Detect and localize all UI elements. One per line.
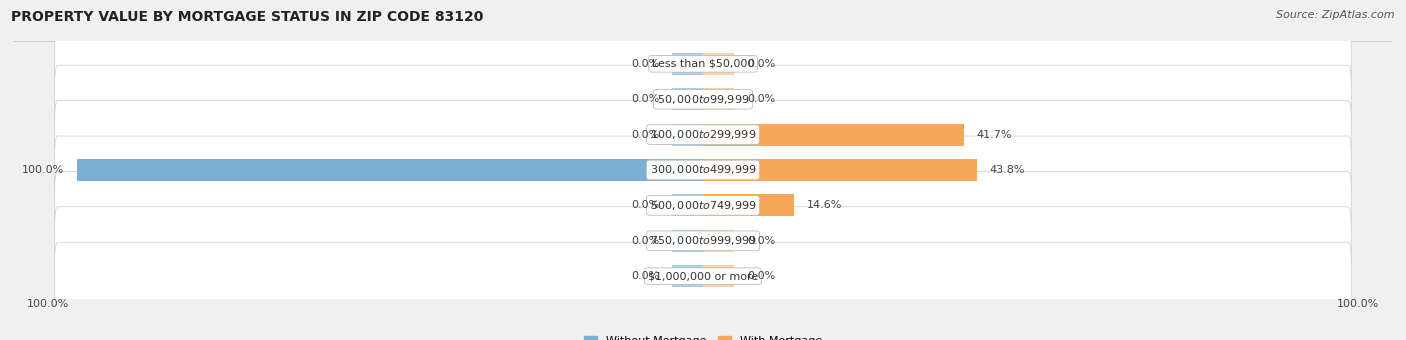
- Legend: Without Mortgage, With Mortgage: Without Mortgage, With Mortgage: [579, 331, 827, 340]
- Text: Source: ZipAtlas.com: Source: ZipAtlas.com: [1277, 10, 1395, 20]
- Text: 0.0%: 0.0%: [631, 271, 659, 281]
- FancyBboxPatch shape: [55, 136, 1351, 204]
- Text: 43.8%: 43.8%: [990, 165, 1025, 175]
- Bar: [703, 230, 734, 252]
- FancyBboxPatch shape: [55, 171, 1351, 239]
- FancyBboxPatch shape: [55, 65, 1351, 133]
- Bar: [77, 159, 703, 181]
- Bar: [672, 265, 703, 287]
- Text: 100.0%: 100.0%: [1337, 299, 1379, 309]
- Text: $750,000 to $999,999: $750,000 to $999,999: [650, 234, 756, 247]
- Text: $500,000 to $749,999: $500,000 to $749,999: [650, 199, 756, 212]
- Text: $1,000,000 or more: $1,000,000 or more: [648, 271, 758, 281]
- Text: Less than $50,000: Less than $50,000: [652, 59, 754, 69]
- Text: 0.0%: 0.0%: [631, 130, 659, 140]
- FancyBboxPatch shape: [55, 101, 1351, 169]
- Bar: [703, 53, 734, 75]
- Text: 41.7%: 41.7%: [977, 130, 1012, 140]
- Text: 0.0%: 0.0%: [631, 94, 659, 104]
- Text: 0.0%: 0.0%: [631, 236, 659, 246]
- Bar: [703, 88, 734, 110]
- Bar: [672, 53, 703, 75]
- Bar: [672, 88, 703, 110]
- Text: $100,000 to $299,999: $100,000 to $299,999: [650, 128, 756, 141]
- Bar: [672, 230, 703, 252]
- Bar: [703, 124, 965, 146]
- FancyBboxPatch shape: [55, 242, 1351, 310]
- Bar: [672, 194, 703, 216]
- Text: 100.0%: 100.0%: [22, 165, 65, 175]
- Bar: [672, 124, 703, 146]
- Bar: [703, 159, 977, 181]
- Bar: [703, 194, 794, 216]
- Text: PROPERTY VALUE BY MORTGAGE STATUS IN ZIP CODE 83120: PROPERTY VALUE BY MORTGAGE STATUS IN ZIP…: [11, 10, 484, 24]
- Text: 0.0%: 0.0%: [631, 59, 659, 69]
- FancyBboxPatch shape: [55, 207, 1351, 275]
- Text: 100.0%: 100.0%: [27, 299, 69, 309]
- Text: $50,000 to $99,999: $50,000 to $99,999: [657, 93, 749, 106]
- Text: 0.0%: 0.0%: [747, 271, 775, 281]
- Text: $300,000 to $499,999: $300,000 to $499,999: [650, 164, 756, 176]
- Text: 0.0%: 0.0%: [747, 59, 775, 69]
- Text: 0.0%: 0.0%: [747, 94, 775, 104]
- FancyBboxPatch shape: [55, 30, 1351, 98]
- Text: 0.0%: 0.0%: [631, 200, 659, 210]
- Text: 14.6%: 14.6%: [807, 200, 842, 210]
- Text: 0.0%: 0.0%: [747, 236, 775, 246]
- Bar: [703, 265, 734, 287]
